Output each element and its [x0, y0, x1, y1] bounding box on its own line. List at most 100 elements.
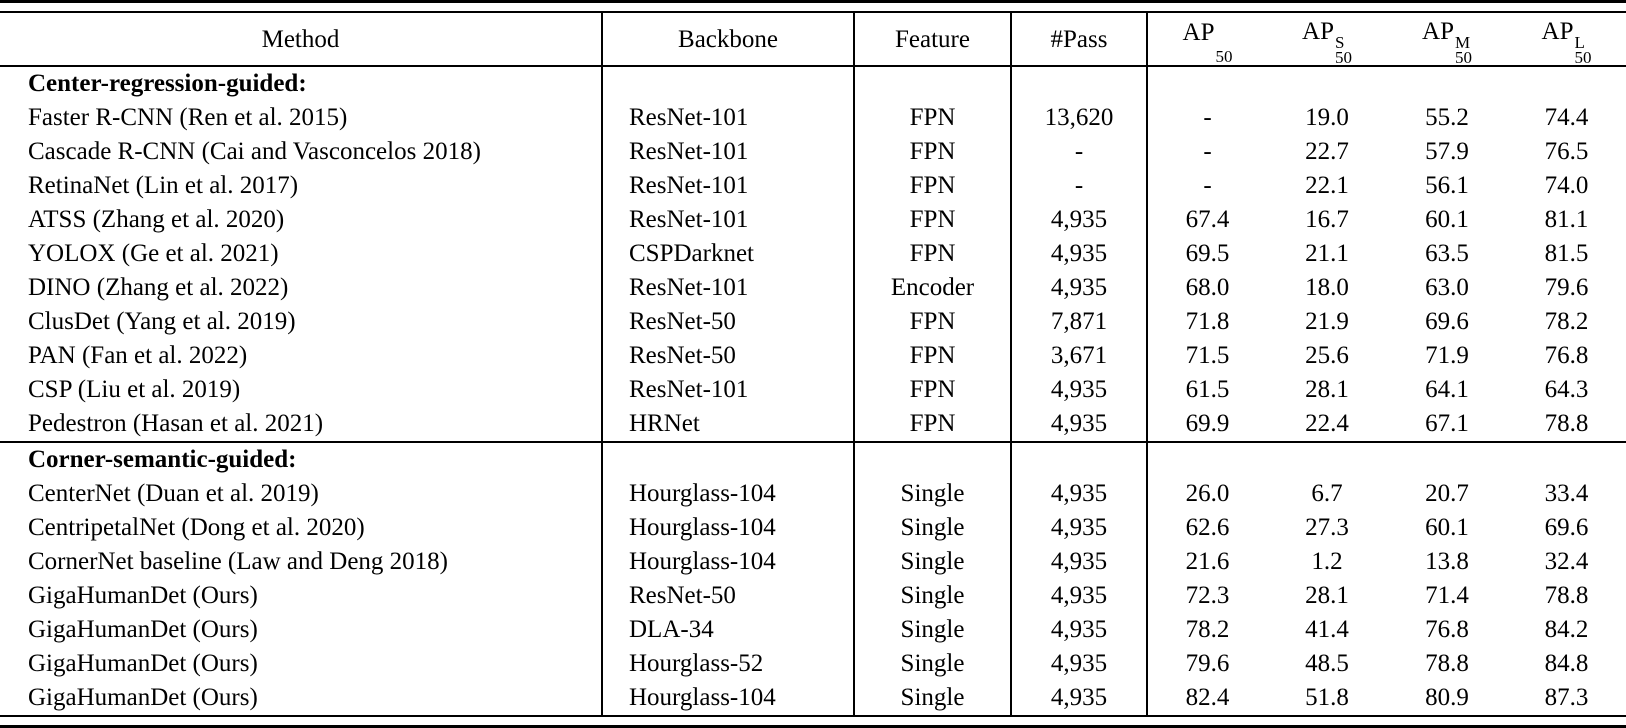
cell-ap_s: 51.8: [1305, 684, 1349, 711]
cell-ap_m: 56.1: [1425, 172, 1469, 199]
cell-pass: 4,935: [1011, 271, 1148, 305]
cell-ap: 26.0: [1185, 480, 1230, 507]
cell-ap_s: 1.2: [1311, 548, 1343, 575]
cell-backbone: Hourglass-52: [602, 647, 855, 681]
cell-pass: 4,935: [1011, 613, 1148, 647]
table-row: CentripetalNet (Dong et al. 2020) Hourgla…: [0, 511, 1626, 545]
ap-subscript: 50: [1215, 47, 1233, 66]
cell-feature: Single: [854, 647, 1012, 681]
table-row: PAN (Fan et al. 2022) ResNet-50 FPN 3,671 71…: [0, 339, 1626, 373]
table-row: ClusDet (Yang et al. 2019) ResNet-50 FPN 7,…: [0, 305, 1626, 339]
cell-ap_l: 32.4: [1544, 548, 1589, 575]
cell-pass: 4,935: [1011, 579, 1148, 613]
cell-feature: FPN: [854, 169, 1012, 203]
cell-pass: 4,935: [1011, 373, 1148, 407]
cell-ap_l: 64.3: [1544, 376, 1589, 403]
cell-pass: 4,935: [1011, 477, 1148, 511]
empty-cell: [1147, 441, 1267, 477]
cell-method: DINO (Zhang et al. 2022): [0, 271, 603, 305]
cell-ap: 61.5: [1185, 376, 1230, 403]
table-row: ATSS (Zhang et al. 2020) ResNet-101 FPN 4,9…: [0, 203, 1626, 237]
table-row: YOLOX (Ge et al. 2021) CSPDarknet FPN 4,935…: [0, 237, 1626, 271]
cell-ap: -: [1203, 138, 1212, 165]
ap-base: AP: [1302, 18, 1334, 45]
column-header-pass: #Pass: [1011, 12, 1148, 67]
cell-ap: 79.6: [1185, 650, 1230, 677]
cell-feature: Single: [854, 511, 1012, 545]
cell-ap_s: 22.1: [1305, 172, 1349, 199]
cell-pass: 4,935: [1011, 681, 1148, 716]
ap-subscript: 50: [1334, 48, 1352, 66]
cell-method: YOLOX (Ge et al. 2021): [0, 237, 603, 271]
header-row: Method Backbone Feature #Pass AP 50 AP S 50…: [0, 12, 1626, 67]
cell-ap_s: 25.6: [1305, 342, 1349, 369]
cell-feature: FPN: [854, 305, 1012, 339]
cell-ap: 69.5: [1185, 240, 1230, 267]
cell-ap_m: 13.8: [1425, 548, 1469, 575]
cell-pass: 3,671: [1011, 339, 1148, 373]
cell-backbone: ResNet-101: [602, 203, 855, 237]
empty-cell: [1011, 441, 1148, 477]
empty-cell: [1267, 66, 1387, 101]
cell-ap_l: 33.4: [1544, 480, 1589, 507]
cell-backbone: ResNet-101: [602, 169, 855, 203]
table-row: GigaHumanDet (Ours) Hourglass-52 Single 4,9…: [0, 647, 1626, 681]
cell-method: Faster R-CNN (Ren et al. 2015): [0, 101, 603, 135]
cell-ap_s: 21.9: [1305, 308, 1349, 335]
table-row: CenterNet (Duan et al. 2019) Hourglass-10…: [0, 477, 1626, 511]
cell-pass: -: [1011, 169, 1148, 203]
cell-ap_m: 76.8: [1425, 616, 1469, 643]
cell-ap_s: 18.0: [1305, 274, 1349, 301]
table-row: GigaHumanDet (Ours) DLA-34 Single 4,935 78.2…: [0, 613, 1626, 647]
cell-feature: FPN: [854, 101, 1012, 135]
empty-cell: [602, 441, 855, 477]
cell-backbone: ResNet-101: [602, 135, 855, 169]
cell-feature: Encoder: [854, 271, 1012, 305]
table-row: RetinaNet (Lin et al. 2017) ResNet-101 FPN…: [0, 169, 1626, 203]
cell-ap: -: [1203, 104, 1212, 131]
cell-pass: 7,871: [1011, 305, 1148, 339]
cell-pass: 4,935: [1011, 511, 1148, 545]
empty-cell: [1267, 441, 1387, 477]
cell-ap_m: 71.4: [1425, 582, 1469, 609]
cell-feature: FPN: [854, 135, 1012, 169]
cell-method: GigaHumanDet (Ours): [0, 647, 603, 681]
cell-method: GigaHumanDet (Ours): [0, 579, 603, 613]
cell-ap_s: 21.1: [1305, 240, 1349, 267]
column-header-ap50: AP 50: [1147, 12, 1267, 67]
cell-backbone: ResNet-101: [602, 101, 855, 135]
cell-feature: Single: [854, 545, 1012, 579]
cell-method: CentripetalNet (Dong et al. 2020): [0, 511, 603, 545]
ap-superscript: M: [1454, 33, 1471, 52]
column-header-ap50-medium: AP M 50: [1387, 12, 1507, 67]
table-row: CornerNet baseline (Law and Deng 2018) Ho…: [0, 545, 1626, 579]
cell-ap_l: 84.8: [1544, 650, 1589, 677]
cell-feature: Single: [854, 613, 1012, 647]
cell-ap_l: 84.2: [1544, 616, 1589, 643]
cell-ap_s: 19.0: [1305, 104, 1349, 131]
cell-method: ClusDet (Yang et al. 2019): [0, 305, 603, 339]
ap-script-stack: M 50: [1454, 33, 1472, 64]
cell-feature: Single: [854, 579, 1012, 613]
column-header-feature: Feature: [854, 12, 1012, 67]
cell-pass: 13,620: [1011, 101, 1148, 135]
cell-feature: FPN: [854, 373, 1012, 407]
table-row: Faster R-CNN (Ren et al. 2015) ResNet-101…: [0, 101, 1626, 135]
cell-ap_l: 78.8: [1544, 582, 1589, 609]
cell-pass: -: [1011, 135, 1148, 169]
ap-script-stack: 50: [1215, 47, 1233, 66]
cell-feature: Single: [854, 477, 1012, 511]
cell-ap_m: 67.1: [1425, 410, 1469, 437]
cell-backbone: Hourglass-104: [602, 545, 855, 579]
cell-ap_l: 74.4: [1544, 104, 1589, 131]
cell-pass: 4,935: [1011, 545, 1148, 579]
ap-script-stack: S 50: [1334, 34, 1352, 66]
cell-ap_l: 76.8: [1544, 342, 1589, 369]
cell-ap_s: 16.7: [1305, 206, 1349, 233]
cell-ap_l: 81.1: [1544, 206, 1589, 233]
cell-ap_s: 41.4: [1305, 616, 1349, 643]
empty-cell: [1011, 66, 1148, 101]
table-row: CSP (Liu et al. 2019) ResNet-101 FPN 4,935 6…: [0, 373, 1626, 407]
cell-method: PAN (Fan et al. 2022): [0, 339, 603, 373]
cell-backbone: CSPDarknet: [602, 237, 855, 271]
